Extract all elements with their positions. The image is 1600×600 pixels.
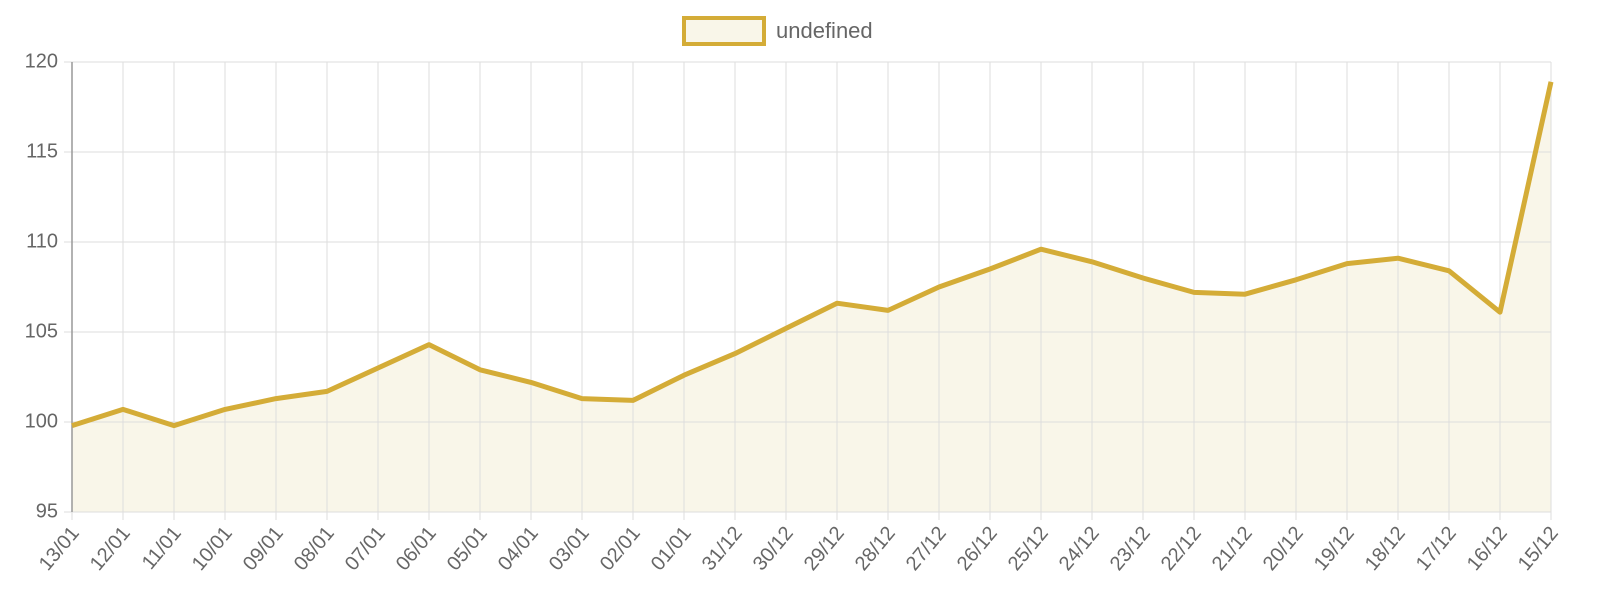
y-tick-label: 95 bbox=[36, 500, 58, 522]
x-tick-label: 03/01 bbox=[545, 522, 594, 574]
x-tick-label: 12/01 bbox=[86, 522, 135, 574]
x-tick-label: 20/12 bbox=[1259, 522, 1308, 574]
y-tick-label: 115 bbox=[26, 140, 58, 162]
x-tick-label: 23/12 bbox=[1106, 522, 1155, 574]
y-tick-label: 110 bbox=[26, 230, 58, 252]
x-tick-label: 04/01 bbox=[494, 522, 543, 574]
line bbox=[71, 81, 1554, 429]
x-tick-label: 07/01 bbox=[341, 522, 390, 574]
y-tick-label: 105 bbox=[25, 320, 58, 342]
x-tick-label: 31/12 bbox=[698, 522, 747, 574]
x-tick-label: 24/12 bbox=[1055, 522, 1104, 574]
x-tick-label: 16/12 bbox=[1463, 522, 1512, 574]
x-tick-label: 30/12 bbox=[749, 522, 798, 574]
x-tick-label: 26/12 bbox=[953, 522, 1002, 574]
x-tick-label: 11/01 bbox=[138, 522, 186, 573]
x-tick-label: 25/12 bbox=[1004, 522, 1053, 574]
y-tick-label: 120 bbox=[25, 50, 58, 72]
x-tick-label: 29/12 bbox=[800, 522, 849, 574]
x-tick-label: 01/01 bbox=[647, 522, 696, 574]
x-tick-label: 13/01 bbox=[35, 522, 84, 574]
x-tick-label: 06/01 bbox=[392, 522, 441, 574]
legend-label: undefined bbox=[776, 18, 873, 43]
x-tick-label: 21/12 bbox=[1208, 522, 1257, 574]
x-tick-label: 27/12 bbox=[902, 522, 951, 574]
x-tick-label: 15/12 bbox=[1514, 522, 1563, 574]
x-tick-label: 09/01 bbox=[239, 522, 288, 574]
y-tick-label: 100 bbox=[25, 410, 58, 432]
area bbox=[72, 81, 1551, 513]
x-tick-label: 10/01 bbox=[188, 522, 237, 574]
x-tick-label: 02/01 bbox=[596, 522, 645, 574]
x-tick-label: 17/12 bbox=[1412, 522, 1461, 574]
x-tick-label: 28/12 bbox=[851, 522, 900, 574]
x-tick-label: 19/12 bbox=[1310, 522, 1359, 574]
x-tick-label: 22/12 bbox=[1157, 522, 1206, 574]
x-tick-label: 08/01 bbox=[290, 522, 339, 574]
x-tick-label: 05/01 bbox=[443, 522, 492, 574]
legend-swatch bbox=[682, 16, 766, 46]
x-tick-label: 18/12 bbox=[1361, 522, 1410, 574]
